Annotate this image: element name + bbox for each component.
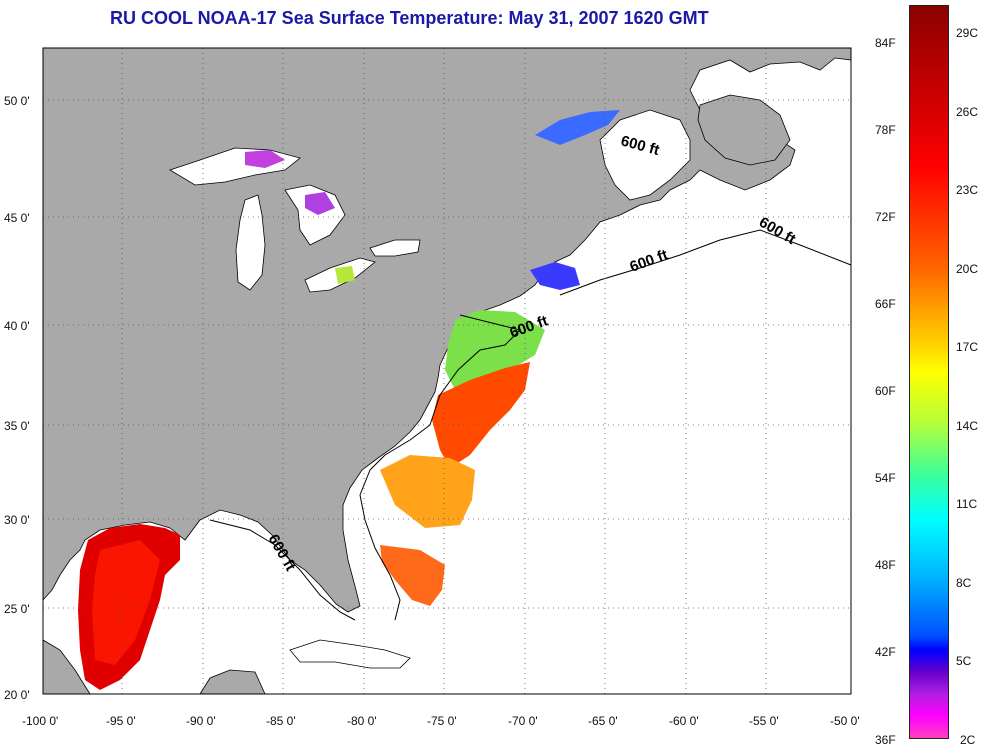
lake-superior-sst <box>245 150 285 168</box>
lon-label: -75 0' <box>427 714 457 728</box>
lake-michigan <box>235 194 266 291</box>
colorbar-f-label: 66F <box>875 297 896 311</box>
lon-label: -95 0' <box>106 714 136 728</box>
lon-label: -90 0' <box>186 714 216 728</box>
lat-label: 40 0' <box>4 319 30 333</box>
atlantic-sst-southeast <box>380 455 475 528</box>
lat-label: 20 0' <box>4 688 30 702</box>
map-title: RU COOL NOAA-17 Sea Surface Temperature:… <box>110 8 709 28</box>
colorbar-c-label: 23C <box>956 183 979 197</box>
lake-erie-sst <box>335 266 355 284</box>
lon-label: -55 0' <box>749 714 779 728</box>
lon-label: -60 0' <box>669 714 699 728</box>
colorbar-f-label: 72F <box>875 210 896 224</box>
colorbar-c-label: 26C <box>956 105 979 119</box>
isobath-600ft-north <box>559 229 852 296</box>
colorbar-c-label: 14C <box>956 419 979 433</box>
sst-colorbar <box>909 5 949 739</box>
colorbar-c-label: 8C <box>956 576 972 590</box>
lon-label: -50 0' <box>830 714 860 728</box>
colorbar-f-label: 54F <box>875 471 896 485</box>
isobath-600ft-gulf <box>209 519 356 621</box>
colorbar-c-label: 20C <box>956 262 979 276</box>
colorbar-f-label: 48F <box>875 558 896 572</box>
lon-label: -80 0' <box>347 714 377 728</box>
colorbar-c-label: 17C <box>956 340 979 354</box>
lon-label: -70 0' <box>508 714 538 728</box>
colorbar-c-label: 11C <box>956 497 978 511</box>
lake-huron-sst <box>305 192 335 215</box>
colorbar-c-label: 2C <box>960 733 976 747</box>
newfoundland <box>697 94 791 166</box>
lon-label: -100 0' <box>22 714 59 728</box>
lat-label: 50 0' <box>4 94 30 108</box>
gulf-sst-patch-core <box>92 540 160 665</box>
cuba <box>289 639 411 669</box>
colorbar-c-label: 5C <box>956 654 972 668</box>
colorbar-f-label: 42F <box>875 645 896 659</box>
colorbar-c-label: 29C <box>956 26 979 40</box>
colorbar-f-label: 84F <box>875 36 896 50</box>
atlantic-sst-gulf-of-maine <box>530 262 580 290</box>
lat-label: 45 0' <box>4 211 30 225</box>
isobath-600ft <box>359 314 521 621</box>
lat-label: 35 0' <box>4 419 30 433</box>
atlantic-sst-gulfstream <box>432 362 530 468</box>
colorbar-f-label: 78F <box>875 123 896 137</box>
lat-label: 30 0' <box>4 513 30 527</box>
lat-label: 25 0' <box>4 602 30 616</box>
gulf-st-lawrence <box>599 109 691 201</box>
atlantic-sst-st-lawrence <box>535 110 620 145</box>
colorbar-f-label: 36F <box>875 733 896 747</box>
lon-label: -85 0' <box>266 714 296 728</box>
atlantic-sst-bahamas <box>380 545 445 606</box>
lake-ontario <box>369 239 421 257</box>
lon-label: -65 0' <box>588 714 618 728</box>
colorbar-f-label: 60F <box>875 384 896 398</box>
